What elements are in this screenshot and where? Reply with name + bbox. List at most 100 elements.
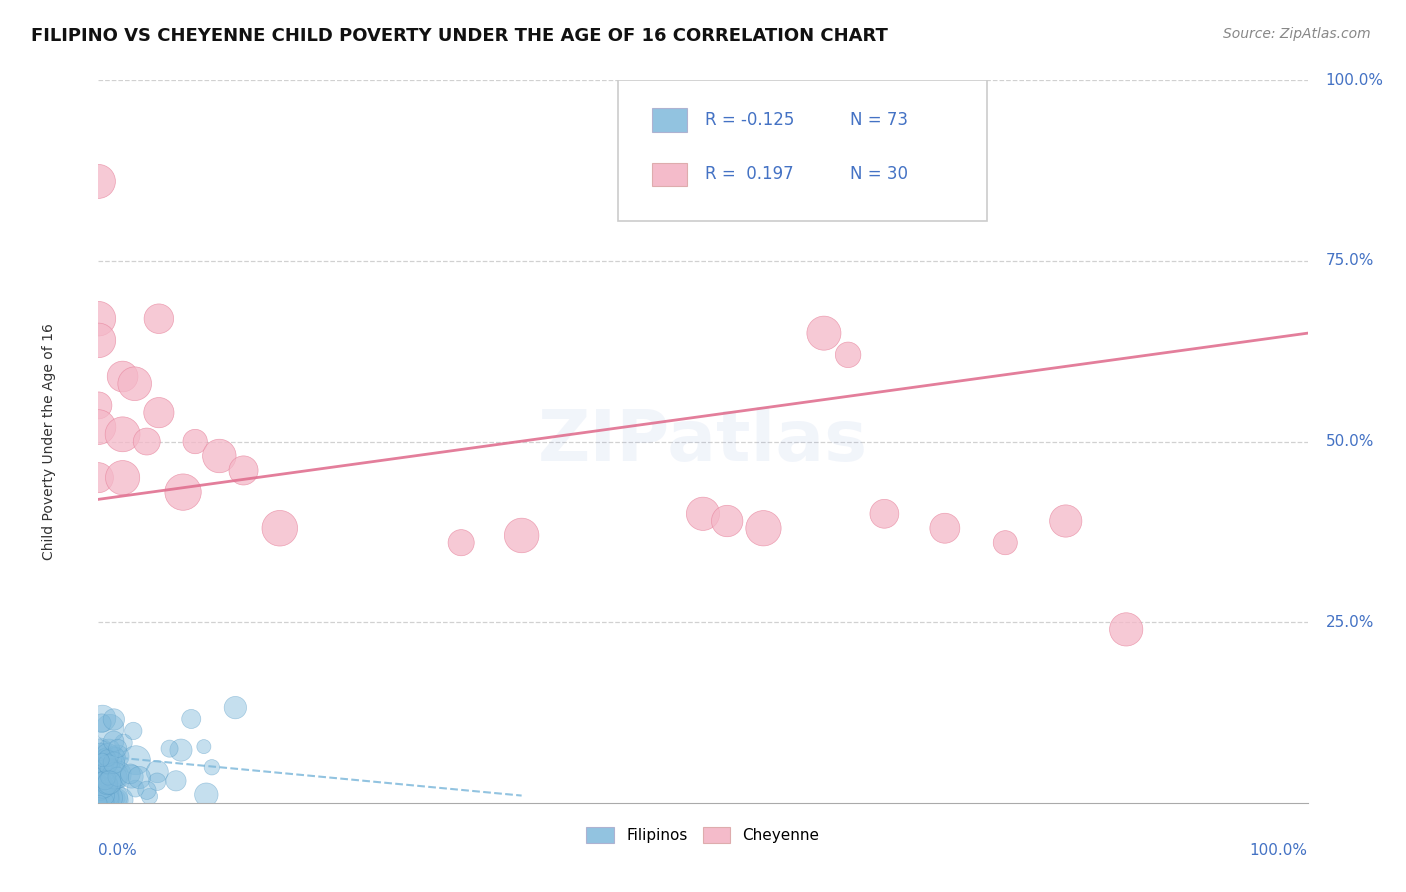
Point <box>170 743 193 757</box>
Point <box>96 772 118 787</box>
Point <box>195 788 218 802</box>
Point <box>124 376 146 391</box>
Point <box>128 771 150 785</box>
Point <box>98 767 121 781</box>
Point <box>87 470 110 484</box>
Point <box>104 750 127 764</box>
Point <box>269 521 291 535</box>
Point <box>96 751 118 765</box>
Point <box>122 723 145 738</box>
Point <box>111 427 134 442</box>
Point <box>87 311 110 326</box>
Point <box>100 774 122 789</box>
Point <box>159 741 181 756</box>
Text: FILIPINO VS CHEYENNE CHILD POVERTY UNDER THE AGE OF 16 CORRELATION CHART: FILIPINO VS CHEYENNE CHILD POVERTY UNDER… <box>31 27 887 45</box>
Point <box>94 789 117 803</box>
Point <box>111 470 134 484</box>
Point <box>135 783 157 797</box>
Point <box>120 767 142 781</box>
Point <box>716 514 738 528</box>
Point <box>93 789 115 803</box>
Text: 100.0%: 100.0% <box>1326 73 1384 87</box>
Point <box>148 311 170 326</box>
Point <box>87 398 110 412</box>
Point <box>692 507 714 521</box>
Text: 75.0%: 75.0% <box>1326 253 1374 268</box>
Legend: Filipinos, Cheyenne: Filipinos, Cheyenne <box>581 822 825 849</box>
Point <box>837 348 859 362</box>
Point <box>146 774 169 789</box>
Point <box>232 463 254 477</box>
Point <box>94 772 117 787</box>
Point <box>91 753 114 767</box>
Point <box>146 764 169 779</box>
Text: Source: ZipAtlas.com: Source: ZipAtlas.com <box>1223 27 1371 41</box>
Point <box>89 779 111 793</box>
Point <box>94 773 117 788</box>
Point <box>89 784 111 798</box>
Point <box>107 791 129 805</box>
Point <box>101 752 124 766</box>
Point <box>201 760 224 774</box>
Point <box>165 773 187 788</box>
Point <box>111 369 134 384</box>
Point <box>91 711 114 725</box>
Point <box>96 777 118 791</box>
Point <box>184 434 207 449</box>
Point <box>208 449 231 463</box>
Text: 50.0%: 50.0% <box>1326 434 1374 449</box>
Point <box>450 535 472 549</box>
Point <box>87 334 110 348</box>
Point <box>87 174 110 188</box>
Point <box>121 770 143 784</box>
Point <box>91 772 114 786</box>
Point <box>934 521 956 535</box>
Point <box>107 767 129 781</box>
Point <box>148 406 170 420</box>
Text: N = 30: N = 30 <box>851 165 908 183</box>
Point <box>101 789 124 804</box>
Text: 100.0%: 100.0% <box>1250 843 1308 857</box>
Point <box>96 792 118 806</box>
FancyBboxPatch shape <box>619 80 987 221</box>
Point <box>89 772 111 787</box>
Point <box>98 743 121 757</box>
Text: Child Poverty Under the Age of 16: Child Poverty Under the Age of 16 <box>42 323 56 560</box>
Point <box>752 521 775 535</box>
Point <box>124 781 146 796</box>
Point <box>90 751 112 765</box>
Point <box>94 749 117 764</box>
Point <box>94 774 117 789</box>
Point <box>813 326 835 340</box>
Point <box>98 790 121 805</box>
Point <box>180 712 202 726</box>
Point <box>105 793 128 807</box>
FancyBboxPatch shape <box>652 109 688 132</box>
Point <box>96 773 118 788</box>
Text: ZIPatlas: ZIPatlas <box>538 407 868 476</box>
Point <box>89 774 111 789</box>
Point <box>125 753 148 767</box>
Point <box>104 769 127 783</box>
Point <box>97 771 120 785</box>
Point <box>98 775 121 789</box>
Point <box>96 755 118 769</box>
Point <box>172 485 194 500</box>
Point <box>100 762 122 776</box>
Point <box>87 745 110 759</box>
Point <box>89 796 111 810</box>
FancyBboxPatch shape <box>652 162 688 186</box>
Point <box>110 793 132 807</box>
Point <box>224 700 246 714</box>
Point <box>107 770 129 784</box>
Point <box>1054 514 1077 528</box>
Point <box>87 420 110 434</box>
Text: R =  0.197: R = 0.197 <box>706 165 794 183</box>
Point <box>112 736 135 750</box>
Point <box>510 528 533 542</box>
Point <box>87 745 110 759</box>
Point <box>91 778 114 792</box>
Point <box>107 749 129 764</box>
Text: 0.0%: 0.0% <box>98 843 138 857</box>
Point <box>98 722 121 736</box>
